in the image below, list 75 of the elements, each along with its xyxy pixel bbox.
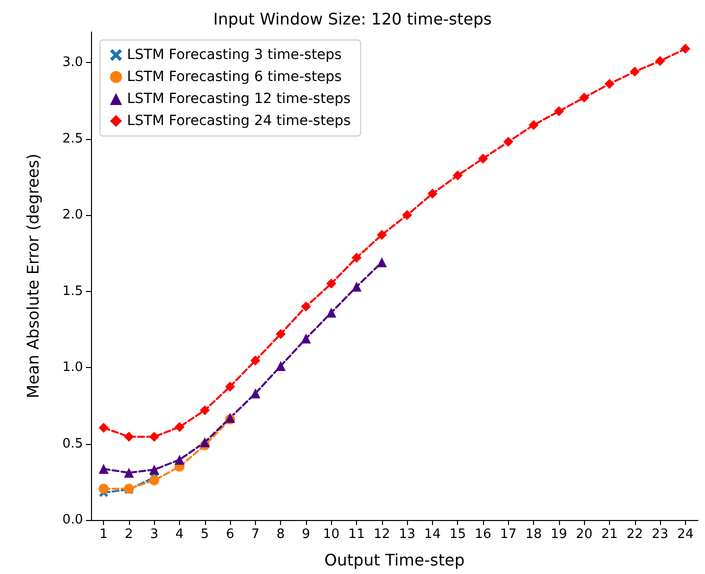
x-tick-label: 5 — [200, 527, 209, 542]
x-tick-label: 15 — [449, 527, 466, 542]
x-tick-label: 8 — [276, 527, 285, 542]
legend-label: LSTM Forecasting 24 time-steps — [127, 113, 351, 129]
y-tick-label: 0.5 — [62, 436, 83, 452]
point — [200, 405, 210, 416]
point — [276, 360, 286, 371]
x-tick-label: 14 — [424, 527, 441, 542]
point — [604, 78, 614, 89]
point — [98, 484, 109, 494]
x-axis-title: Output Time-step — [324, 550, 465, 570]
point — [352, 282, 362, 292]
point — [300, 302, 311, 312]
point — [124, 432, 134, 442]
x-tick-label: 22 — [626, 527, 644, 542]
y-tick-label: 2.0 — [62, 208, 83, 222]
point — [98, 422, 109, 433]
point — [200, 437, 210, 448]
chart-title: Input Window Size: 120 time-steps — [213, 10, 492, 28]
point — [478, 154, 488, 164]
legend-label: LSTM Forecasting 6 time-steps — [127, 69, 342, 85]
point — [174, 422, 185, 432]
x-tick-label: 2 — [124, 527, 134, 542]
y-axis-title: Mean Absolute Error (degrees) — [24, 154, 42, 398]
point — [680, 44, 690, 54]
point — [149, 464, 160, 475]
x-tick-label: 17 — [500, 527, 517, 542]
x-tick-label: 6 — [226, 527, 234, 542]
x-tick-label: 9 — [302, 527, 310, 542]
x-tick-label: 11 — [348, 527, 365, 542]
y-tick-label: 0.0 — [62, 512, 83, 528]
x-tick-label: 20 — [576, 527, 592, 542]
point — [655, 56, 666, 66]
x-tick-label: 7 — [251, 527, 260, 542]
point — [528, 120, 539, 130]
point — [376, 257, 387, 268]
point — [276, 328, 286, 339]
y-tick-label: 1.0 — [62, 360, 83, 375]
point — [174, 454, 185, 465]
x-tick-label: 19 — [550, 527, 568, 542]
point — [352, 252, 362, 263]
x-tick-label: 4 — [175, 527, 184, 542]
x-tick-label: 23 — [652, 527, 668, 542]
x-tick-label: 1 — [100, 527, 108, 542]
point — [250, 388, 260, 398]
point — [250, 355, 260, 366]
point — [149, 432, 160, 442]
point — [326, 308, 336, 318]
point — [376, 230, 387, 240]
point — [452, 170, 463, 180]
point — [225, 382, 236, 392]
x-tick-label: 16 — [474, 527, 492, 542]
x-tick-label: 10 — [322, 527, 340, 542]
x-tick-label: 21 — [601, 527, 618, 542]
point — [579, 92, 590, 103]
x-tick-label: 12 — [374, 527, 390, 542]
point — [630, 66, 640, 77]
x-tick-label: 3 — [150, 527, 158, 542]
point — [149, 475, 160, 486]
legend-label: LSTM Forecasting 12 time-steps — [127, 91, 351, 107]
point — [124, 468, 134, 478]
legend-label: LSTM Forecasting 3 time-steps — [127, 47, 342, 63]
point — [326, 278, 336, 289]
point — [427, 188, 438, 199]
y-tick-label: 3.0 — [62, 55, 83, 70]
x-tick-label: 13 — [398, 527, 416, 542]
point — [98, 464, 109, 474]
y-tick-label: 1.5 — [62, 284, 83, 299]
x-tick-label: 18 — [525, 527, 542, 542]
point — [300, 334, 311, 344]
y-tick-label: 2.5 — [62, 131, 83, 146]
point — [503, 136, 514, 147]
x-tick-label: 24 — [677, 527, 694, 542]
point — [402, 210, 412, 220]
point — [554, 106, 564, 116]
